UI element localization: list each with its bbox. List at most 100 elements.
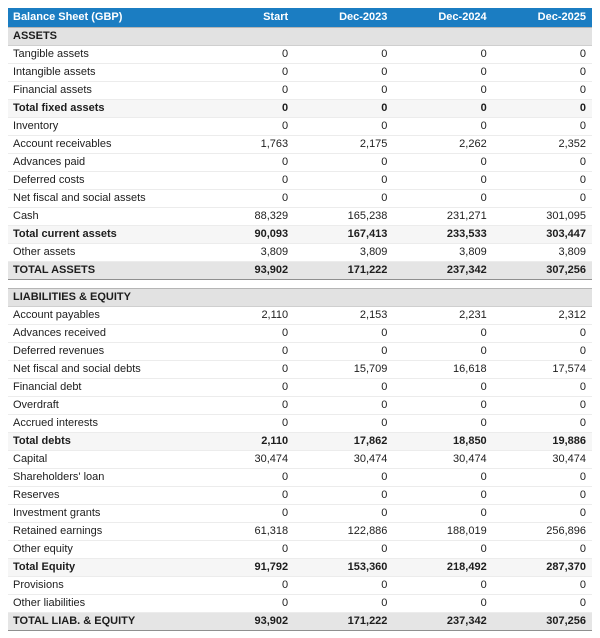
row-value: 0 [294,63,394,82]
row-value: 2,153 [294,306,394,325]
table-row: Retained earnings 61,318 122,886 188,019 256… [8,522,592,541]
row-label: Reserves [8,486,195,505]
row-value: 0 [492,81,592,100]
row-label: Overdraft [8,396,195,415]
row-value: 287,370 [492,557,592,577]
section-spacer [8,279,592,288]
row-value: 0 [393,468,493,487]
row-value: 0 [194,153,295,172]
row-label: Financial assets [8,81,195,100]
table-body: ASSETS Tangible assets 0 0 0 0 Intangible asse… [8,26,592,631]
table-row: Cash 88,329 165,238 231,271 301,095 [8,207,592,226]
row-value: 30,474 [492,450,592,469]
row-value: 0 [294,540,394,559]
row-value: 0 [294,153,394,172]
row-value: 0 [294,189,394,208]
row-value: 17,862 [294,431,394,451]
row-value: 0 [194,540,295,559]
row-value: 0 [492,504,592,523]
table-row: Other liabilities 0 0 0 0 [8,594,592,613]
row-value: 171,222 [294,611,394,631]
row-value: 0 [492,117,592,136]
row-value: 237,342 [393,260,493,280]
row-value: 0 [294,504,394,523]
row-value: 0 [393,81,493,100]
row-label: Net fiscal and social assets [8,189,195,208]
row-label: Other assets [8,243,195,262]
row-value: 0 [393,324,493,343]
row-value: 0 [294,594,394,613]
row-value: 0 [194,360,295,379]
row-value: 0 [492,414,592,433]
row-value: 0 [492,153,592,172]
row-value: 0 [393,45,493,64]
row-value: 0 [294,324,394,343]
row-label: Total current assets [8,224,195,244]
table-row: Financial assets 0 0 0 0 [8,81,592,100]
row-value: 307,256 [492,260,592,280]
row-label: Advances received [8,324,195,343]
table-row: TOTAL ASSETS 93,902 171,222 237,342 307,256 [8,260,592,280]
table-row: Other assets 3,809 3,809 3,809 3,809 [8,243,592,262]
row-label: Deferred revenues [8,342,195,361]
row-value: 2,110 [194,431,295,451]
row-value: 61,318 [194,522,295,541]
row-value: 0 [492,189,592,208]
row-value: 30,474 [393,450,493,469]
row-value: 0 [194,189,295,208]
row-label: Cash [8,207,195,226]
table-row: Net fiscal and social debts 0 15,709 16,618… [8,360,592,379]
row-label: Provisions [8,576,195,595]
table-title: Balance Sheet (GBP) [8,8,195,27]
row-value: 93,902 [194,611,295,631]
row-value: 0 [393,171,493,190]
row-value: 0 [294,378,394,397]
row-label: Retained earnings [8,522,195,541]
row-value: 0 [294,117,394,136]
row-value: 0 [492,342,592,361]
row-value: 3,809 [194,243,295,262]
row-value: 30,474 [294,450,394,469]
row-value: 0 [393,414,493,433]
row-label: Accrued interests [8,414,195,433]
row-value: 0 [294,396,394,415]
row-value: 0 [194,81,295,100]
table-row: Shareholders' loan 0 0 0 0 [8,468,592,487]
row-value: 3,809 [393,243,493,262]
row-value: 0 [194,45,295,64]
row-value: 307,256 [492,611,592,631]
row-value: 2,352 [492,135,592,154]
row-label: TOTAL ASSETS [8,260,195,280]
row-value: 0 [294,342,394,361]
row-value: 0 [393,189,493,208]
row-value: 0 [393,486,493,505]
row-value: 19,886 [492,431,592,451]
row-value: 3,809 [492,243,592,262]
row-value: 231,271 [393,207,493,226]
row-value: 0 [194,98,295,118]
table-row: TOTAL LIAB. & EQUITY 93,902 171,222 237,342… [8,611,592,631]
row-label: Financial debt [8,378,195,397]
row-value: 0 [294,81,394,100]
table-row: Inventory 0 0 0 0 [8,117,592,136]
row-label: Shareholders' loan [8,468,195,487]
table-row: Advances paid 0 0 0 0 [8,153,592,172]
row-value: 90,093 [194,224,295,244]
balance-sheet-table: Balance Sheet (GBP) Start Dec-2023 Dec-2… [8,8,592,631]
row-value: 0 [194,414,295,433]
row-value: 0 [492,45,592,64]
row-value: 0 [393,540,493,559]
row-value: 2,231 [393,306,493,325]
row-value: 0 [393,117,493,136]
row-value: 188,019 [393,522,493,541]
row-value: 0 [393,98,493,118]
row-value: 167,413 [294,224,394,244]
row-value: 0 [294,414,394,433]
row-value: 0 [492,378,592,397]
row-value: 153,360 [294,557,394,577]
row-value: 165,238 [294,207,394,226]
row-label: Total fixed assets [8,98,195,118]
row-value: 0 [393,396,493,415]
row-value: 0 [492,98,592,118]
